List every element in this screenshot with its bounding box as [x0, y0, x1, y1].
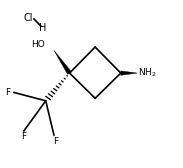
Text: Cl: Cl: [24, 13, 33, 23]
Text: HO: HO: [31, 40, 45, 49]
Text: F: F: [5, 88, 10, 97]
Text: NH$_2$: NH$_2$: [138, 67, 157, 79]
Polygon shape: [54, 50, 72, 74]
Text: F: F: [53, 137, 58, 146]
Text: F: F: [21, 132, 26, 141]
Text: H: H: [39, 23, 47, 33]
Polygon shape: [121, 71, 137, 75]
